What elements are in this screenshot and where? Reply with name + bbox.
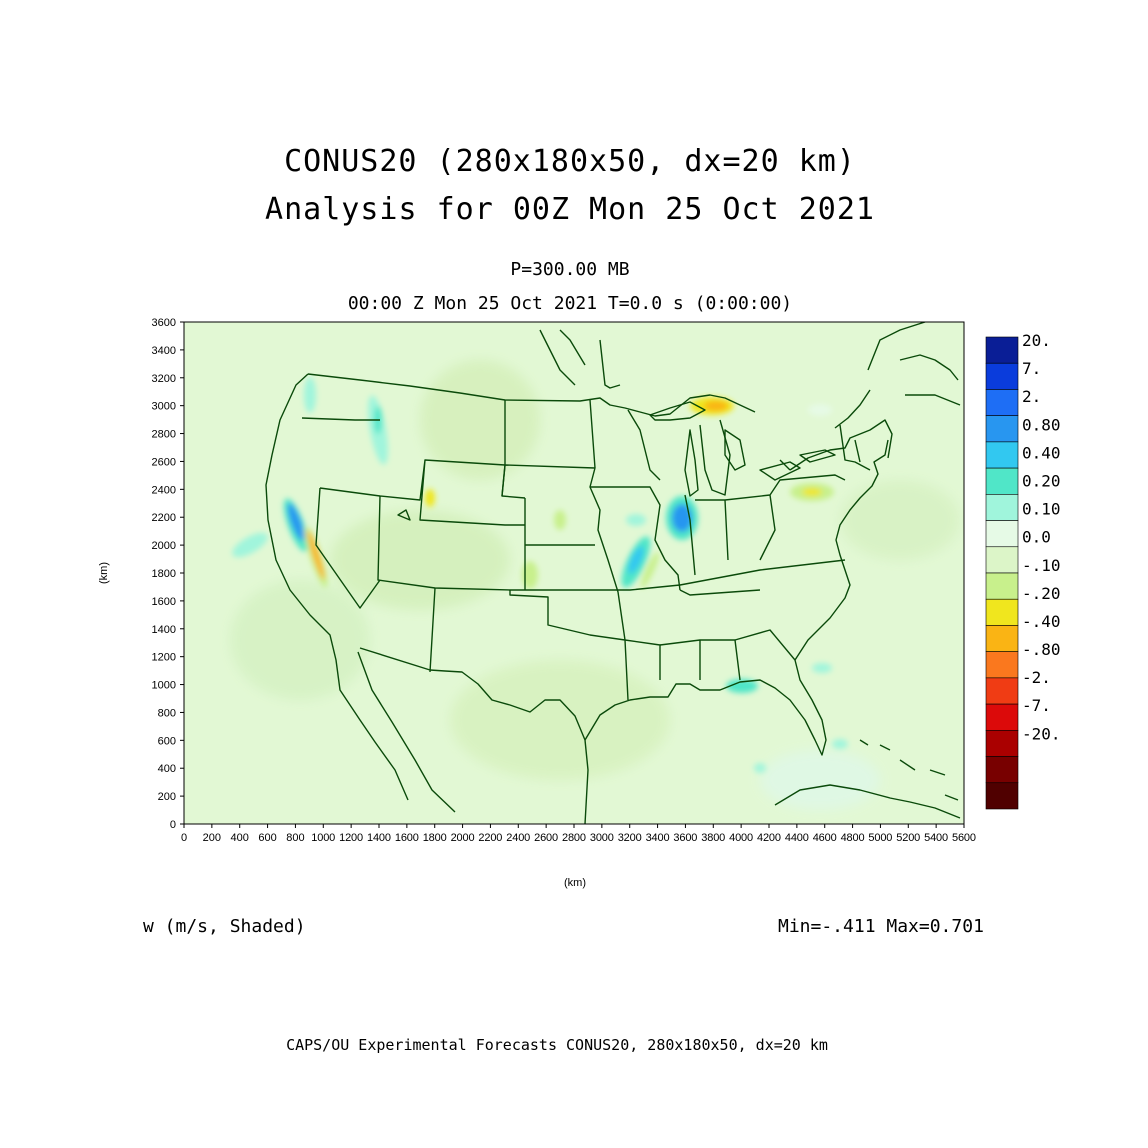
x-axis: 0 200 400 600 800 1000 1200 1400 1600 1800 2000 220… bbox=[181, 824, 976, 844]
x-tick-label: 4600 bbox=[813, 832, 837, 844]
legend-label: 2. bbox=[1022, 387, 1041, 406]
y-tick-label: 2400 bbox=[152, 484, 176, 496]
y-tick-label: 1200 bbox=[152, 652, 176, 664]
x-tick-label: 3200 bbox=[618, 832, 642, 844]
plot-title: CONUS20 (280x180x50, dx=20 km) bbox=[284, 144, 856, 179]
x-tick-label: 800 bbox=[286, 832, 304, 844]
y-tick-label: 3600 bbox=[152, 317, 176, 329]
x-tick-label: 4800 bbox=[841, 832, 865, 844]
y-tick-label: 800 bbox=[158, 707, 176, 719]
legend-label: 7. bbox=[1022, 359, 1041, 378]
legend-label: 20. bbox=[1022, 331, 1051, 350]
y-tick-label: 2600 bbox=[152, 456, 176, 468]
valid-time: 00:00 Z Mon 25 Oct 2021 T=0.0 s (0:00:00… bbox=[347, 293, 793, 314]
x-tick-label: 4000 bbox=[729, 832, 753, 844]
y-tick-label: 0 bbox=[170, 819, 176, 831]
x-tick-label: 1000 bbox=[311, 832, 335, 844]
variable-label: w (m/s, Shaded) bbox=[143, 916, 306, 937]
color-legend: 20. 7. 2. 0.80 0.40 0.20 0.10 0.0 -.10 -.20 -.40 -.… bbox=[985, 331, 1061, 810]
x-tick-label: 1400 bbox=[367, 832, 391, 844]
y-tick-label: 200 bbox=[158, 791, 176, 803]
y-tick-label: 600 bbox=[158, 735, 176, 747]
x-tick-label: 0 bbox=[181, 832, 187, 844]
x-tick-label: 4200 bbox=[757, 832, 781, 844]
x-tick-label: 5000 bbox=[868, 832, 892, 844]
legend-swatch bbox=[985, 651, 1019, 679]
y-tick-label: 3200 bbox=[152, 373, 176, 385]
legend-swatch bbox=[985, 730, 1019, 757]
legend-label: 0.80 bbox=[1022, 415, 1061, 434]
y-tick-label: 3400 bbox=[152, 345, 176, 357]
x-axis-label: (km) bbox=[564, 877, 586, 889]
legend-swatch bbox=[985, 520, 1019, 548]
legend-swatch bbox=[985, 362, 1019, 390]
legend-swatch bbox=[985, 415, 1019, 443]
x-tick-label: 5400 bbox=[924, 832, 948, 844]
y-tick-label: 2200 bbox=[152, 512, 176, 524]
x-tick-label: 5600 bbox=[952, 832, 976, 844]
legend-label: 0.20 bbox=[1022, 471, 1061, 490]
w-field-shading bbox=[230, 360, 960, 810]
legend-label: -.10 bbox=[1022, 556, 1061, 575]
legend-label: -.80 bbox=[1022, 640, 1061, 659]
x-tick-label: 2800 bbox=[562, 832, 586, 844]
x-tick-label: 3400 bbox=[646, 832, 670, 844]
x-tick-label: 1800 bbox=[423, 832, 447, 844]
x-tick-label: 600 bbox=[258, 832, 276, 844]
y-axis: 0 200 400 600 800 1000 1200 1400 1600 1800 2000 220… bbox=[152, 317, 184, 831]
legend-swatch bbox=[985, 546, 1019, 574]
legend-swatch bbox=[985, 336, 1019, 364]
y-tick-label: 400 bbox=[158, 763, 176, 775]
x-tick-label: 200 bbox=[203, 832, 221, 844]
x-tick-label: 5200 bbox=[896, 832, 920, 844]
legend-swatch bbox=[985, 598, 1019, 626]
x-tick-label: 2600 bbox=[534, 832, 558, 844]
x-tick-label: 3800 bbox=[701, 832, 725, 844]
legend-label: 0.0 bbox=[1022, 528, 1051, 547]
credit-footer: CAPS/OU Experimental Forecasts CONUS20, … bbox=[286, 1036, 828, 1054]
legend-label: -2. bbox=[1022, 668, 1051, 687]
x-tick-label: 4400 bbox=[785, 832, 809, 844]
legend-swatch bbox=[985, 703, 1019, 731]
x-tick-label: 3600 bbox=[673, 832, 697, 844]
legend-swatch bbox=[985, 441, 1019, 469]
y-tick-label: 1400 bbox=[152, 624, 176, 636]
legend-swatch bbox=[985, 782, 1019, 810]
legend-label: 0.40 bbox=[1022, 443, 1061, 462]
x-tick-label: 3000 bbox=[590, 832, 614, 844]
pressure-level: P=300.00 MB bbox=[510, 259, 630, 280]
legend-label: -7. bbox=[1022, 696, 1051, 715]
x-tick-label: 2400 bbox=[506, 832, 530, 844]
x-tick-label: 2000 bbox=[451, 832, 475, 844]
legend-label: 0.10 bbox=[1022, 500, 1061, 519]
y-tick-label: 1800 bbox=[152, 568, 176, 580]
legend-swatch bbox=[985, 625, 1019, 652]
y-tick-label: 2800 bbox=[152, 429, 176, 441]
legend-swatch bbox=[985, 494, 1019, 521]
x-tick-label: 400 bbox=[231, 832, 249, 844]
legend-label: -20. bbox=[1022, 724, 1061, 743]
x-tick-label: 2200 bbox=[478, 832, 502, 844]
legend-swatch bbox=[985, 572, 1019, 600]
y-tick-label: 2000 bbox=[152, 540, 176, 552]
y-axis-label: (km) bbox=[98, 562, 110, 584]
legend-swatch bbox=[985, 677, 1019, 705]
legend-label: -.20 bbox=[1022, 584, 1061, 603]
legend-label: -.40 bbox=[1022, 612, 1061, 631]
political-boundaries bbox=[265, 322, 961, 824]
x-tick-label: 1200 bbox=[339, 832, 363, 844]
y-tick-label: 1000 bbox=[152, 680, 176, 692]
y-tick-label: 1600 bbox=[152, 596, 176, 608]
legend-swatch bbox=[985, 389, 1019, 416]
legend-swatch bbox=[985, 756, 1019, 784]
plot-subtitle: Analysis for 00Z Mon 25 Oct 2021 bbox=[265, 192, 875, 227]
y-tick-label: 3000 bbox=[152, 401, 176, 413]
x-tick-label: 1600 bbox=[395, 832, 419, 844]
legend-swatch bbox=[985, 467, 1019, 495]
min-max-label: Min=-.411 Max=0.701 bbox=[778, 916, 984, 937]
